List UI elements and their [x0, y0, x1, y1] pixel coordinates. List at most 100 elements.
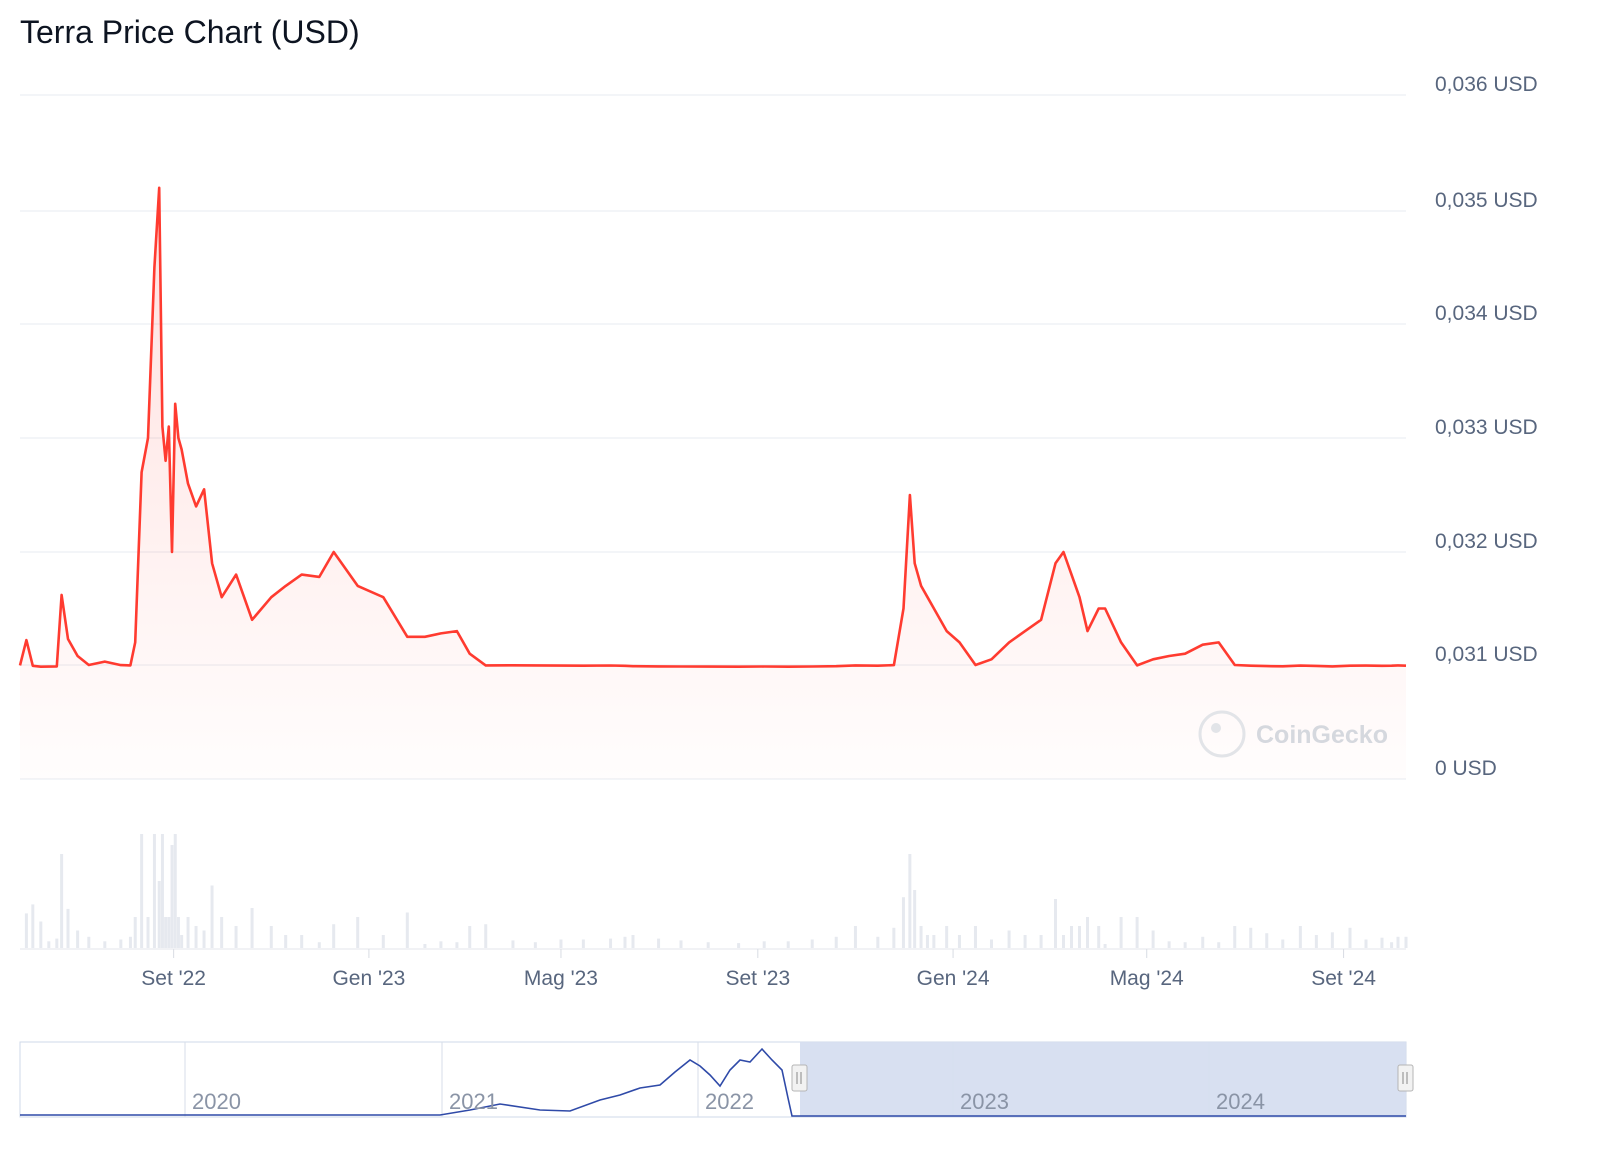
x-tick-label: Set '22	[141, 967, 206, 990]
volume-bar	[87, 936, 91, 948]
volume-bar	[1390, 942, 1394, 948]
volume-bar	[170, 845, 174, 948]
volume-bar	[1097, 926, 1101, 948]
navigator-line	[20, 1047, 1406, 1117]
navigator-year-label: 2021	[449, 1089, 498, 1114]
y-tick-label: 0,031 USD	[1435, 643, 1538, 666]
x-tick-label: Gen '23	[332, 967, 405, 990]
volume-bar	[250, 908, 254, 948]
volume-bar	[1086, 917, 1090, 948]
volume-bar	[919, 926, 923, 948]
volume-bar	[892, 927, 896, 948]
volume-bar	[1023, 935, 1027, 948]
volume-bar	[76, 930, 80, 948]
volume-bar	[39, 921, 43, 948]
volume-bar	[167, 917, 171, 948]
volume-bar	[220, 917, 224, 948]
volume-bar	[1007, 930, 1011, 948]
volume-bar	[180, 935, 184, 948]
volume-bar	[853, 926, 857, 948]
coingecko-watermark: CoinGecko	[1198, 710, 1388, 758]
x-tick-label: Set '24	[1311, 967, 1376, 990]
volume-bar	[160, 834, 164, 948]
volume-bar	[1217, 942, 1221, 948]
navigator-year-label: 2024	[1216, 1089, 1265, 1114]
watermark-text: CoinGecko	[1256, 721, 1388, 749]
volume-bars	[24, 834, 1408, 948]
y-tick-label: 0 USD	[1435, 757, 1497, 780]
volume-bar	[623, 936, 627, 948]
volume-bar	[1119, 917, 1123, 948]
volume-bar	[1298, 926, 1302, 948]
price-line[interactable]	[18, 186, 1407, 668]
volume-bar	[1364, 939, 1368, 948]
volume-bar	[269, 926, 273, 948]
volume-bar	[932, 935, 936, 948]
volume-bar	[128, 936, 132, 948]
volume-bar	[405, 912, 409, 948]
volume-bar	[1039, 935, 1043, 948]
volume-bar	[1062, 935, 1066, 948]
x-axis: Set '22 Gen '23 Mag '23 Set '23 Gen '24 Mag '…	[20, 948, 1406, 990]
navigator-year-labels: 2020 2021 2022 2023 2024	[192, 1089, 1265, 1114]
volume-bar	[1233, 926, 1237, 948]
volume-bar	[762, 941, 766, 948]
volume-bar	[66, 908, 70, 948]
volume-bar	[1183, 942, 1187, 948]
volume-bar	[1265, 933, 1269, 948]
volume-bar	[1396, 936, 1400, 948]
navigator-selection[interactable]	[800, 1042, 1406, 1117]
volume-bar	[1348, 927, 1352, 948]
navigator-year-label: 2022	[705, 1089, 754, 1114]
volume-bar	[973, 926, 977, 948]
volume-bar	[468, 926, 472, 948]
volume-bar	[786, 941, 790, 948]
volume-bar	[55, 938, 59, 948]
volume-bar	[901, 897, 905, 948]
volume-bar	[24, 913, 28, 948]
volume-bar	[913, 890, 917, 948]
volume-bar	[157, 881, 161, 948]
x-tick-label: Set '23	[725, 967, 790, 990]
volume-bar	[202, 930, 206, 948]
volume-bar	[173, 834, 177, 948]
volume-bar	[60, 854, 64, 948]
range-navigator[interactable]: 2020 2021 2022 2023 2024	[19, 1041, 1414, 1118]
volume-bar	[1330, 932, 1334, 948]
volume-bar	[1151, 930, 1155, 948]
volume-bar	[1314, 935, 1318, 948]
volume-bar	[1249, 927, 1253, 948]
volume-bar	[210, 885, 214, 948]
volume-bar	[1103, 944, 1107, 948]
volume-bar	[356, 917, 360, 948]
x-tick-label: Gen '24	[917, 967, 990, 990]
volume-bar	[119, 939, 123, 948]
volume-bar	[1281, 939, 1285, 948]
volume-bar	[609, 938, 613, 948]
coingecko-eye-icon	[1211, 723, 1221, 733]
volume-bar	[679, 940, 683, 948]
volume-bar	[439, 941, 443, 948]
volume-bar	[317, 942, 321, 948]
navigator-right-handle[interactable]	[1397, 1064, 1414, 1092]
volume-bar	[1201, 936, 1205, 948]
volume-bar	[737, 943, 741, 948]
volume-bar	[657, 938, 661, 948]
volume-bar	[876, 936, 880, 948]
navigator-year-label: 2023	[960, 1089, 1009, 1114]
volume-bar	[186, 917, 190, 948]
y-tick-label: 0,035 USD	[1435, 189, 1538, 212]
volume-bar	[533, 942, 537, 948]
volume-bar	[234, 926, 238, 948]
navigator-left-handle[interactable]	[791, 1064, 808, 1092]
price-area	[20, 187, 1406, 780]
navigator-year-label: 2020	[192, 1089, 241, 1114]
volume-bar	[1070, 926, 1074, 948]
volume-bar	[957, 935, 961, 948]
volume-bar	[152, 834, 156, 948]
volume-bar	[31, 904, 35, 948]
volume-bar	[581, 939, 585, 948]
x-tick-label: Mag '24	[1110, 967, 1184, 990]
chart-title: Terra Price Chart (USD)	[20, 14, 360, 50]
